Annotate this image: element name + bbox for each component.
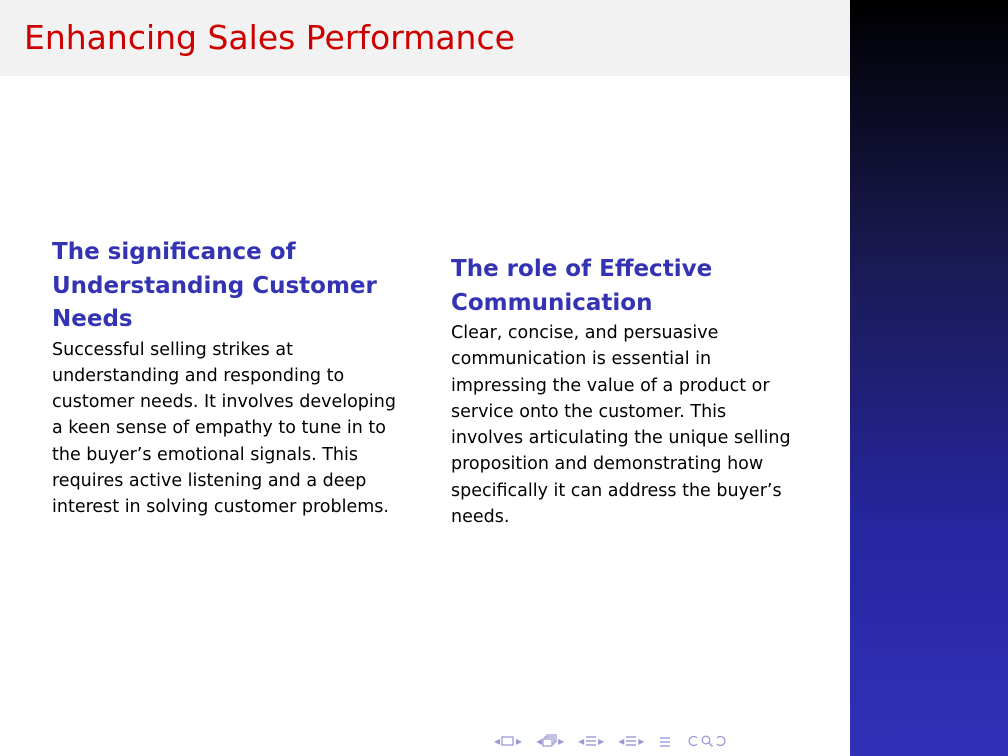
nav-align-icon[interactable]: [658, 734, 672, 748]
nav-part-prev-icon[interactable]: ◂: [618, 734, 625, 748]
nav-section-prev-icon[interactable]: ◂: [578, 734, 585, 748]
column-effective-communication: The role of Effective Communication Clea…: [451, 253, 801, 530]
nav-subsection-icon[interactable]: [542, 734, 558, 748]
nav-search-icon[interactable]: [700, 734, 714, 748]
nav-section-next-icon[interactable]: ▸: [598, 734, 605, 748]
column-body: Clear, concise, and persuasive communica…: [451, 323, 791, 528]
column-customer-needs: The significance of Understanding Custom…: [52, 236, 402, 521]
nav-section-icon[interactable]: [584, 734, 598, 748]
nav-subsection-next-icon[interactable]: ▸: [558, 734, 565, 748]
nav-part-next-icon[interactable]: ▸: [638, 734, 645, 748]
nav-frame-next-icon[interactable]: ▸: [516, 734, 523, 748]
nav-subsection-prev-icon[interactable]: ◂: [536, 734, 543, 748]
slide-title: Enhancing Sales Performance: [24, 18, 515, 57]
nav-frame-icon[interactable]: [500, 735, 516, 747]
column-body: Successful selling strikes at understand…: [52, 339, 396, 518]
navigation-bar: ◂ ▸ ◂ ▸ ◂ ▸ ◂ ▸: [494, 733, 728, 749]
slide: Enhancing Sales Performance The signific…: [0, 0, 850, 749]
nav-back-icon[interactable]: [686, 734, 700, 748]
nav-forward-icon[interactable]: [714, 734, 728, 748]
sidebar-gradient-panel: [850, 0, 1008, 756]
column-heading: The significance of Understanding Custom…: [52, 239, 377, 332]
nav-frame-prev-icon[interactable]: ◂: [494, 734, 501, 748]
nav-part-icon[interactable]: [624, 734, 638, 748]
column-heading: The role of Effective Communication: [451, 256, 713, 316]
title-bar: Enhancing Sales Performance: [0, 0, 850, 76]
